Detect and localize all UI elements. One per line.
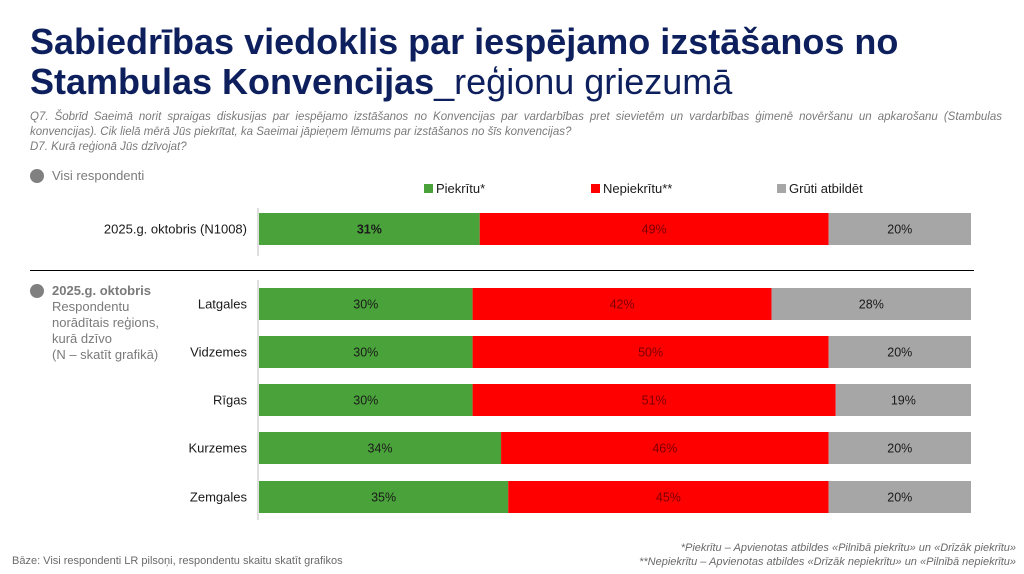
bar-segment-disagree [501, 432, 829, 464]
bar-segment-agree [259, 213, 480, 245]
category-label: Kurzemes [188, 441, 247, 456]
data-label: 31% [357, 223, 382, 237]
bar-segment-hard [828, 432, 971, 464]
category-label: Zemgales [190, 490, 248, 505]
data-label: 28% [859, 298, 884, 312]
section-divider [30, 270, 974, 271]
data-label: 30% [353, 346, 378, 360]
data-label: 30% [353, 394, 378, 408]
bar-segment-hard [828, 336, 971, 368]
bar-segment-agree [259, 481, 509, 513]
page-title: Sabiedrības viedoklis par iespējamo izst… [30, 22, 1010, 102]
bar-segment-hard [771, 288, 971, 320]
bar-segment-agree [259, 288, 473, 320]
bar-segment-hard [835, 384, 971, 416]
data-label: 45% [656, 491, 681, 505]
circle-icon [30, 168, 44, 183]
question-text: Q7. Šobrīd Saeimā norit spraigas diskusi… [30, 110, 1002, 155]
data-label: 49% [642, 223, 667, 237]
data-label: 50% [638, 346, 663, 360]
bar-segment-agree [259, 432, 502, 464]
bar-segment-disagree [508, 481, 829, 513]
data-label: 19% [891, 394, 916, 408]
footer-base: Bāze: Visi respondenti LR pilsoņi, respo… [12, 555, 343, 567]
all-respondents-label: Visi respondenti [30, 168, 144, 183]
data-label: 20% [887, 223, 912, 237]
data-label: 20% [887, 491, 912, 505]
legend-swatch [591, 184, 600, 193]
category-label: Rīgas [213, 393, 247, 408]
data-label: 20% [887, 346, 912, 360]
legend-item: Grūti atbildēt [777, 181, 863, 196]
legend-swatch [777, 184, 786, 193]
bar-segment-disagree [472, 288, 772, 320]
legend-item: Piekrītu* [424, 181, 485, 196]
data-label: 30% [353, 298, 378, 312]
bar-segment-agree [259, 336, 473, 368]
legend-swatch [424, 184, 433, 193]
question-d7: D7. Kurā reģionā Jūs dzīvojat? [30, 141, 187, 153]
category-label: 2025.g. oktobris (N1008) [104, 222, 247, 237]
regions-note-period: 2025.g. oktobris [52, 283, 151, 298]
bar-segment-hard [828, 481, 971, 513]
regions-note: 2025.g. oktobris Respondentu norādītais … [30, 283, 170, 363]
category-label: Vidzemes [190, 345, 247, 360]
footer-notes: *Piekrītu – Apvienotas atbildes «Pilnībā… [639, 541, 1016, 569]
category-label: Latgales [198, 297, 248, 312]
regions-note-line: (N – skatīt grafikā) [52, 347, 159, 362]
legend-label: Piekrītu* [436, 181, 486, 196]
footer-note-disagree: **Nepiekrītu – Apvienotas atbildes «Drīz… [639, 556, 1016, 568]
bar-segment-agree [259, 384, 473, 416]
legend-label: Grūti atbildēt [789, 181, 863, 196]
regions-note-line: norādītais reģions, [52, 315, 159, 330]
bar-segment-disagree [472, 384, 836, 416]
data-label: 42% [610, 298, 635, 312]
regions-note-line: kurā dzīvo [52, 331, 112, 346]
footer-note-agree: *Piekrītu – Apvienotas atbildes «Pilnībā… [680, 542, 1016, 554]
data-label: 35% [371, 491, 396, 505]
legend-item: Nepiekrītu** [591, 181, 672, 196]
title-bold: Sabiedrības viedoklis par iespējamo izst… [30, 21, 899, 102]
circle-icon [30, 284, 44, 298]
title-light: _reģionu griezumā [434, 61, 733, 102]
data-label: 34% [368, 442, 393, 456]
data-label: 20% [887, 442, 912, 456]
all-respondents-text: Visi respondenti [52, 168, 145, 183]
bar-segment-hard [828, 213, 971, 245]
regions-note-line: Respondentu [52, 299, 130, 314]
legend-label: Nepiekrītu** [603, 181, 673, 196]
question-q7: Q7. Šobrīd Saeimā norit spraigas diskusi… [30, 111, 1002, 138]
data-label: 46% [652, 442, 677, 456]
data-label: 51% [642, 394, 667, 408]
chart-legend: Piekrītu* Nepiekrītu** Grūti atbildēt [0, 181, 1024, 197]
bar-segment-disagree [472, 336, 829, 368]
bar-segment-disagree [479, 213, 829, 245]
